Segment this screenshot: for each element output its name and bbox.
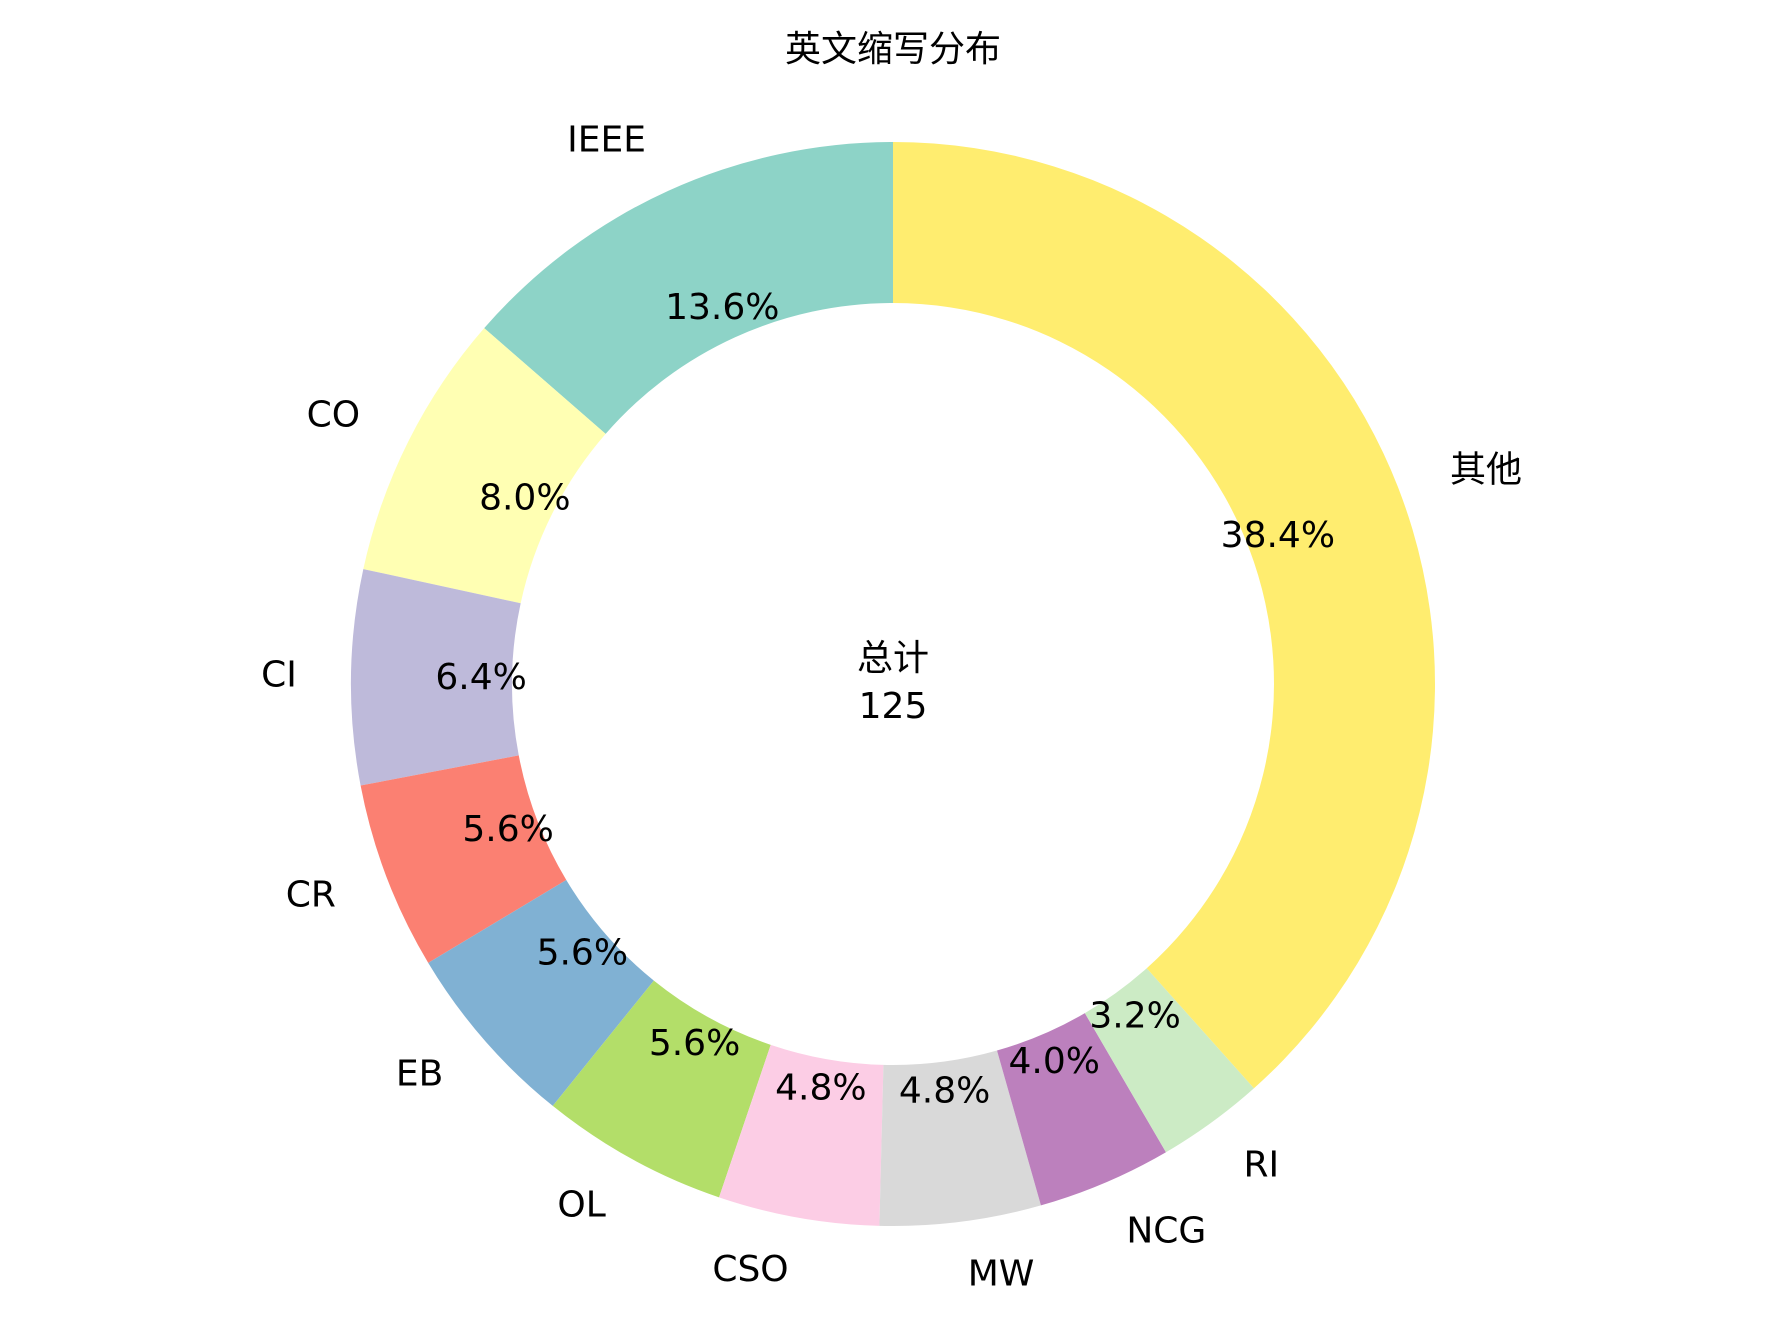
donut-slice <box>719 1044 884 1226</box>
donut-slice <box>552 980 771 1198</box>
donut-slice <box>350 569 521 786</box>
percent-label: 5.6% <box>649 1023 740 1064</box>
slice-label: IEEE <box>567 119 646 160</box>
chart-title: 英文缩写分布 <box>785 29 1001 70</box>
donut-slice <box>893 142 1435 1089</box>
donut-slice <box>363 328 606 604</box>
percent-label: 5.6% <box>537 932 628 973</box>
donut-slice <box>879 1050 1041 1226</box>
center-total: 125 <box>859 686 928 727</box>
slice-label: EB <box>396 1053 443 1094</box>
slice-label: NCG <box>1126 1211 1206 1252</box>
donut-slice <box>484 142 893 434</box>
donut-slice <box>996 1013 1166 1206</box>
percent-label: 4.8% <box>899 1071 990 1112</box>
percent-label: 4.0% <box>1008 1041 1099 1082</box>
percent-label: 8.0% <box>479 477 570 518</box>
percent-label: 6.4% <box>435 657 526 698</box>
slice-label: CR <box>286 874 336 915</box>
percent-label: 5.6% <box>462 809 553 850</box>
slice-label: OL <box>557 1184 605 1225</box>
slice-label: CI <box>261 655 297 696</box>
slice-label: MW <box>968 1253 1035 1294</box>
percent-label: 4.8% <box>775 1068 866 1109</box>
slice-label: RI <box>1243 1144 1279 1185</box>
donut-slice <box>1084 968 1254 1153</box>
slice-label: 其他 <box>1450 450 1522 491</box>
percent-label: 3.2% <box>1089 995 1180 1036</box>
donut-slice <box>428 880 654 1106</box>
percent-label: 38.4% <box>1221 515 1335 556</box>
percent-label: 13.6% <box>665 287 779 328</box>
slice-label: CO <box>307 395 360 436</box>
center-label: 总计 <box>857 638 929 679</box>
slice-label: CSO <box>712 1249 788 1290</box>
donut-slice <box>360 755 567 963</box>
